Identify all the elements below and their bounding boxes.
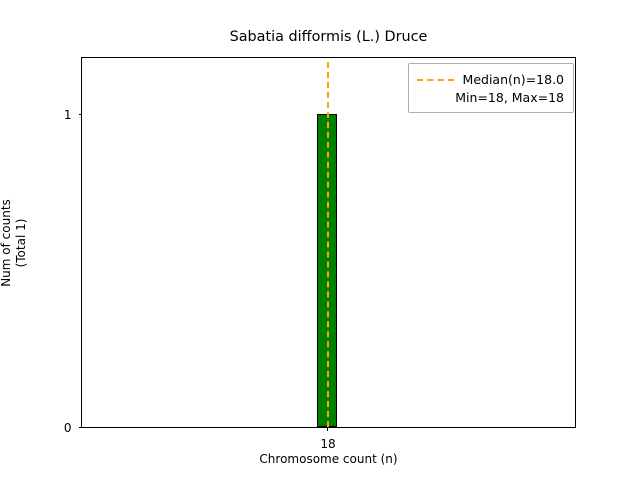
y-axis-label-line2: (Total 1) (14, 218, 29, 267)
chart-title: Sabatia difformis (L.) Druce (229, 29, 428, 45)
legend-entry-minmax: Min=18, Max=18 (417, 88, 564, 106)
x-tick-18: 18 (320, 427, 336, 451)
legend-label-minmax: Min=18, Max=18 (455, 89, 564, 105)
chart-legend: Median(n)=18.0 Min=18, Max=18 (407, 63, 574, 113)
y-tick-1: 1 (64, 108, 82, 122)
y-axis-label: Num of counts (Total 1) (0, 57, 28, 428)
y-tick-label-1: 1 (63, 108, 72, 123)
y-axis-label-line1: Num of counts (0, 198, 14, 287)
y-tick-label-0: 0 (63, 421, 72, 435)
x-tick-label-18: 18 (320, 436, 336, 451)
bar-18 (316, 114, 338, 427)
legend-entry-median: Median(n)=18.0 (416, 70, 564, 88)
x-axis-label: Chromosome count (n) (259, 452, 398, 466)
median-line (327, 62, 330, 427)
y-tick-0: 0 (64, 421, 82, 435)
dashed-line-icon (416, 70, 454, 88)
legend-label-median: Median(n)=18.0 (462, 71, 564, 87)
plot-area: 0 1 18 Median(n)=18.0 Min=18, Max=18 (64, 57, 576, 451)
